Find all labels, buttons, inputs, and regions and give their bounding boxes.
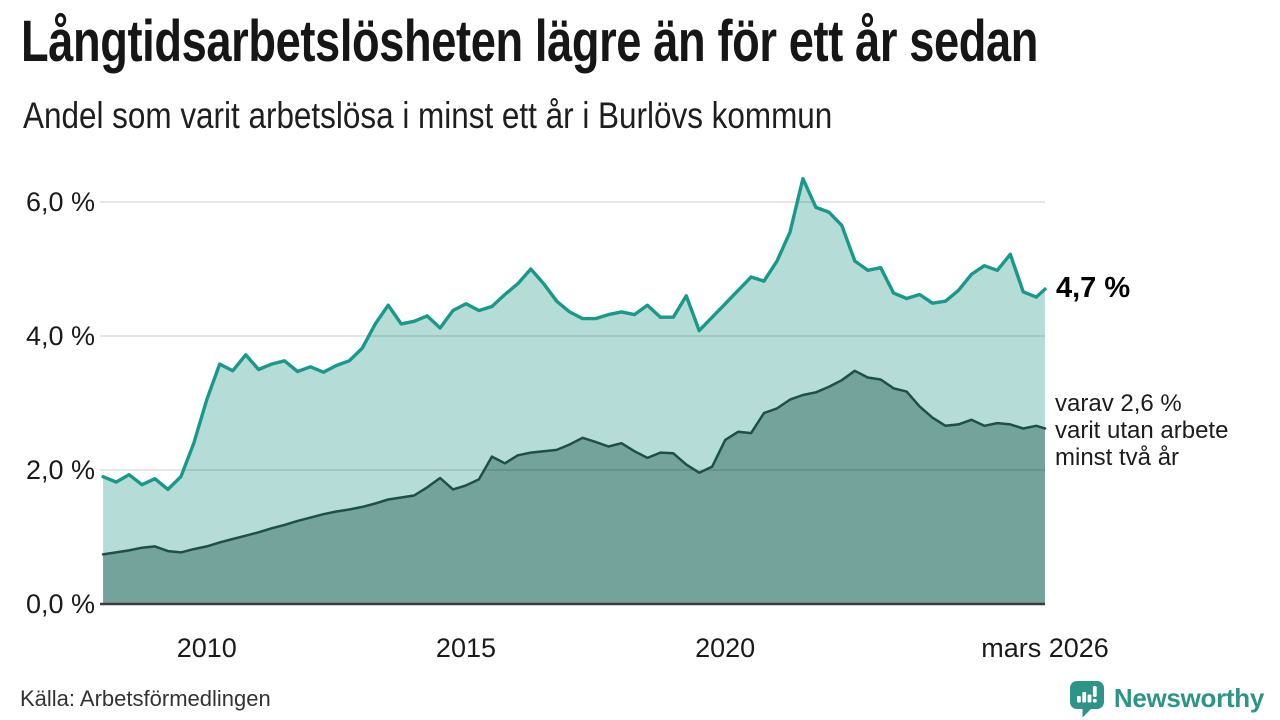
bar-chart-speech-bubble-icon [1068, 679, 1106, 718]
subset-annotation: varav 2,6 % varit utan arbete minst två … [1055, 390, 1228, 471]
newsworthy-wordmark: Newsworthy [1113, 683, 1264, 713]
y-tick-label: 2,0 % [25, 455, 95, 485]
line-series-2 [101, 369, 1047, 556]
newsworthy-logo[interactable]: Newsworthy [1068, 679, 1264, 718]
subset-annotation-line: minst två år [1055, 444, 1180, 472]
subset-annotation-line: varit utan arbete [1055, 417, 1229, 445]
y-tick-label: 0,0 % [25, 589, 95, 619]
area-fills [103, 178, 1046, 604]
page-subtitle: Andel som varit arbetslösa i minst ett å… [23, 95, 833, 136]
x-tick-label: mars 2026 [981, 633, 1109, 663]
y-tick-label: 6,0 % [25, 187, 95, 217]
area-series-2 [103, 370, 1046, 604]
series-lines [101, 176, 1047, 556]
page-title: Långtidsarbetslösheten lägre än för ett … [21, 9, 1039, 74]
subset-annotation-line: varav 2,6 % [1055, 390, 1182, 418]
latest-value-annotation: 4,7 % [1056, 272, 1131, 305]
source-caption: Källa: Arbetsförmedlingen [20, 686, 271, 711]
x-tick-label: 2015 [435, 633, 496, 663]
x-tick-label: 2020 [695, 633, 756, 663]
y-tick-label: 4,0 % [25, 321, 95, 351]
x-tick-label: 2010 [176, 633, 237, 663]
line-series-1 [101, 176, 1047, 492]
grid-lines [100, 201, 1045, 471]
